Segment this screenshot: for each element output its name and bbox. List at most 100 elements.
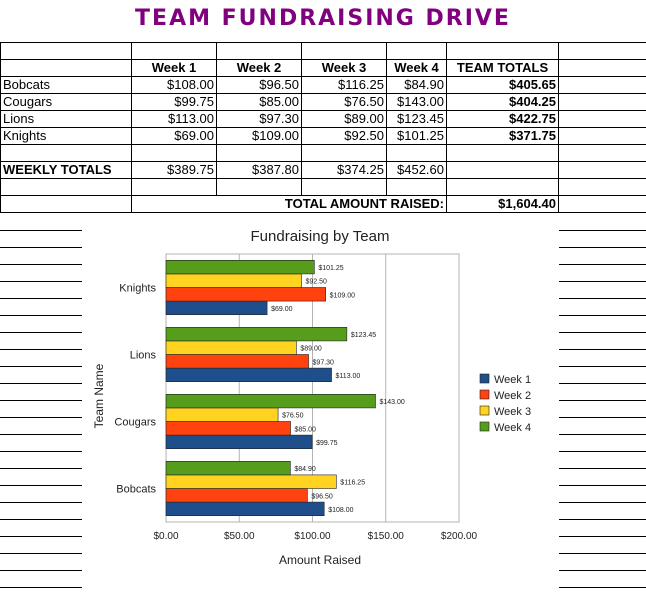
amount-cell[interactable]: $76.50 (302, 94, 387, 111)
title-row[interactable]: TEAM FUNDRAISING DRIVE (0, 0, 646, 42)
cell[interactable] (1, 179, 132, 196)
team-name-cell[interactable]: Bobcats (1, 77, 132, 94)
amount-cell[interactable]: $96.50 (217, 77, 302, 94)
cell[interactable] (559, 162, 646, 179)
amount-cell[interactable]: $89.00 (302, 111, 387, 128)
header-cell[interactable]: Week 1 (132, 60, 217, 77)
cell[interactable] (447, 43, 559, 60)
amount-cell[interactable]: $116.25 (302, 77, 387, 94)
amount-cell[interactable]: $85.00 (217, 94, 302, 111)
cell[interactable] (132, 179, 217, 196)
amount-cell[interactable]: $97.30 (217, 111, 302, 128)
amount-cell[interactable]: $143.00 (387, 94, 447, 111)
weekly-total-cell[interactable]: $387.80 (217, 162, 302, 179)
bar-data-label: $108.00 (328, 507, 353, 514)
grid-line (0, 451, 82, 452)
legend-label: Week 2 (494, 390, 531, 402)
grid-line (0, 519, 82, 520)
cell[interactable] (387, 43, 447, 60)
cell[interactable] (217, 179, 302, 196)
bar (166, 461, 290, 475)
cell[interactable] (447, 145, 559, 162)
grid-line (559, 332, 646, 333)
grid-line (0, 536, 82, 537)
team-total-cell[interactable]: $404.25 (447, 94, 559, 111)
header-cell[interactable]: Week 2 (217, 60, 302, 77)
amount-cell[interactable]: $113.00 (132, 111, 217, 128)
amount-cell[interactable]: $109.00 (217, 128, 302, 145)
weekly-totals-label[interactable]: WEEKLY TOTALS (1, 162, 132, 179)
cell[interactable] (217, 43, 302, 60)
cell[interactable] (132, 145, 217, 162)
header-cell[interactable]: TEAM TOTALS (447, 60, 559, 77)
y-category-label: Bobcats (116, 484, 156, 496)
bar-data-label: $89.00 (300, 346, 322, 353)
team-name-cell[interactable]: Lions (1, 111, 132, 128)
cell[interactable] (387, 145, 447, 162)
weekly-total-cell[interactable]: $452.60 (387, 162, 447, 179)
grid-line (0, 264, 82, 265)
bar-data-label: $109.00 (330, 292, 355, 299)
cell[interactable] (559, 60, 646, 77)
cell[interactable] (559, 128, 646, 145)
team-total-cell[interactable]: $405.65 (447, 77, 559, 94)
cell[interactable] (302, 145, 387, 162)
bar (166, 368, 332, 382)
grid-line (559, 570, 646, 571)
bar-chart[interactable]: Fundraising by Team Amount Raised Team N… (82, 226, 559, 588)
cell[interactable] (559, 111, 646, 128)
cell[interactable] (447, 162, 559, 179)
grid-line (0, 400, 82, 401)
bar (166, 435, 312, 449)
amount-cell[interactable]: $99.75 (132, 94, 217, 111)
amount-cell[interactable]: $123.45 (387, 111, 447, 128)
grand-total-label[interactable]: TOTAL AMOUNT RAISED: (132, 196, 447, 213)
legend-swatch (480, 406, 489, 415)
weekly-total-cell[interactable]: $374.25 (302, 162, 387, 179)
cell[interactable] (132, 43, 217, 60)
amount-cell[interactable]: $84.90 (387, 77, 447, 94)
bar (166, 408, 278, 422)
cell[interactable] (559, 43, 646, 60)
cell[interactable] (1, 43, 132, 60)
amount-cell[interactable]: $69.00 (132, 128, 217, 145)
grid-line (559, 230, 646, 231)
cell[interactable] (1, 145, 132, 162)
cell[interactable] (559, 94, 646, 111)
amount-cell[interactable]: $92.50 (302, 128, 387, 145)
header-cell[interactable]: Week 4 (387, 60, 447, 77)
bar (166, 274, 302, 288)
cell[interactable] (559, 77, 646, 94)
grand-total-value[interactable]: $1,604.40 (447, 196, 559, 213)
cell[interactable] (559, 179, 646, 196)
team-total-cell[interactable]: $422.75 (447, 111, 559, 128)
amount-cell[interactable]: $108.00 (132, 77, 217, 94)
grid-line (0, 315, 82, 316)
cell[interactable] (387, 179, 447, 196)
grid-line (0, 281, 82, 282)
cell[interactable] (302, 43, 387, 60)
bar (166, 394, 375, 408)
header-cell[interactable] (1, 60, 132, 77)
team-name-cell[interactable]: Cougars (1, 94, 132, 111)
header-cell[interactable]: Week 3 (302, 60, 387, 77)
cell[interactable] (217, 145, 302, 162)
legend-swatch (480, 374, 489, 383)
cell[interactable] (447, 179, 559, 196)
cell[interactable] (1, 196, 132, 213)
team-total-cell[interactable]: $371.75 (447, 128, 559, 145)
grid-line (559, 264, 646, 265)
bar-data-label: $113.00 (336, 373, 361, 380)
grand-total-row: TOTAL AMOUNT RAISED: $1,604.40 (1, 196, 646, 213)
bar-data-label: $123.45 (351, 332, 376, 339)
cell[interactable] (559, 145, 646, 162)
cell[interactable] (302, 179, 387, 196)
grid-line (559, 400, 646, 401)
grid-line (559, 553, 646, 554)
bar (166, 422, 291, 436)
table-row: Lions $113.00 $97.30 $89.00 $123.45 $422… (1, 111, 646, 128)
team-name-cell[interactable]: Knights (1, 128, 132, 145)
cell[interactable] (559, 196, 646, 213)
amount-cell[interactable]: $101.25 (387, 128, 447, 145)
weekly-total-cell[interactable]: $389.75 (132, 162, 217, 179)
